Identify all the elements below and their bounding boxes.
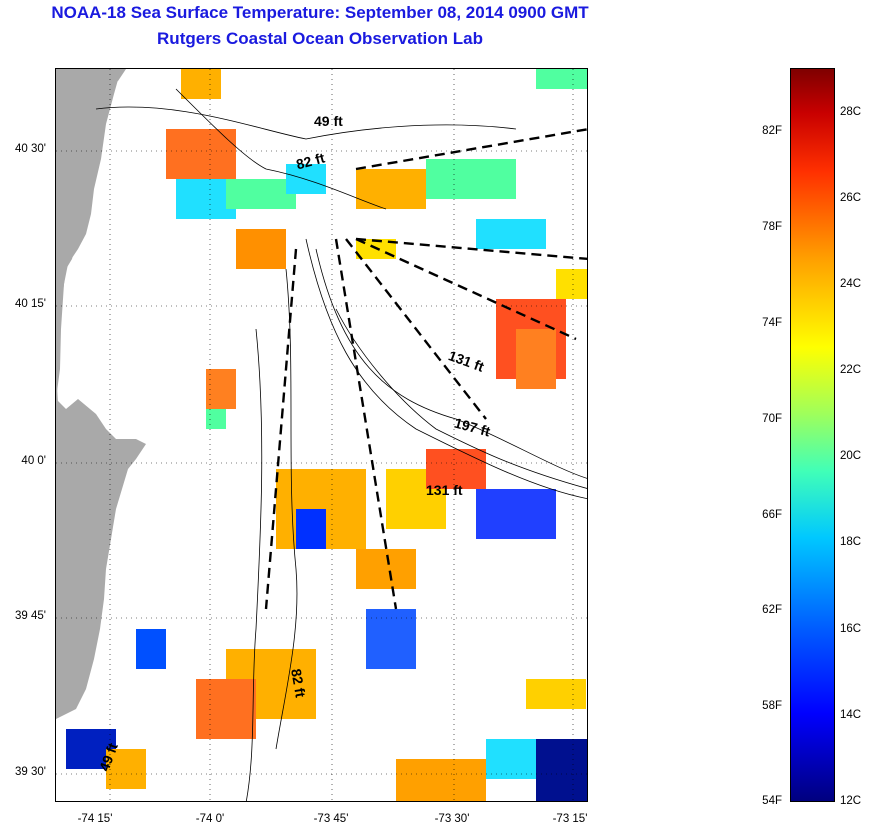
land-mass-south	[56, 399, 146, 719]
map-area-icon	[56, 69, 587, 801]
colorbar-f-label: 54F	[762, 795, 782, 807]
colorbar-f-label: 78F	[762, 221, 782, 233]
lon-label: -73 30'	[434, 813, 470, 825]
colorbar-c-label: 28C	[840, 106, 862, 118]
colorbar-c-label: 14C	[840, 709, 862, 721]
land-mass-coast	[56, 69, 121, 399]
title-main: NOAA-18 Sea Surface Temperature: Septemb…	[51, 3, 589, 22]
depth-label: 131 ft	[426, 482, 463, 498]
colorbar-c-label: 22C	[840, 364, 862, 376]
depth-label: 49 ft	[314, 113, 343, 129]
colorbar-f-label: 58F	[762, 700, 782, 712]
lat-label: 39 45'	[15, 610, 46, 622]
colorbar-f-label: 62F	[762, 604, 782, 616]
colorbar-gradient-icon	[790, 68, 835, 802]
transect-lines	[264, 128, 587, 610]
bathymetry-contours	[95, 88, 587, 801]
lon-label: -74 15'	[77, 813, 113, 825]
colorbar-c-label: 18C	[840, 536, 862, 548]
colorbar-c-label: 16C	[840, 623, 862, 635]
lat-label: 40 0'	[21, 455, 46, 467]
lat-label: 39 30'	[15, 766, 46, 778]
title-subtitle: Rutgers Coastal Ocean Observation Lab	[157, 29, 483, 48]
colorbar-c-label: 12C	[840, 795, 862, 807]
colorbar-c-label: 24C	[840, 278, 862, 290]
lat-label: 40 30'	[15, 143, 46, 155]
sst-map: 49 ft 82 ft 131 ft 197 ft 131 ft 82 ft 4…	[55, 68, 588, 802]
colorbar-f-label: 70F	[762, 413, 782, 425]
colorbar-c-label: 20C	[840, 450, 862, 462]
colorbar-f-label: 66F	[762, 509, 782, 521]
lon-label: -73 15'	[552, 813, 588, 825]
colorbar-f-label: 82F	[762, 125, 782, 137]
sst-patches	[66, 69, 587, 801]
colorbar-c-label: 26C	[840, 192, 862, 204]
lon-label: -74 0'	[195, 813, 225, 825]
lat-label: 40 15'	[15, 298, 46, 310]
colorbar-f-label: 74F	[762, 317, 782, 329]
lon-label: -73 45'	[313, 813, 349, 825]
